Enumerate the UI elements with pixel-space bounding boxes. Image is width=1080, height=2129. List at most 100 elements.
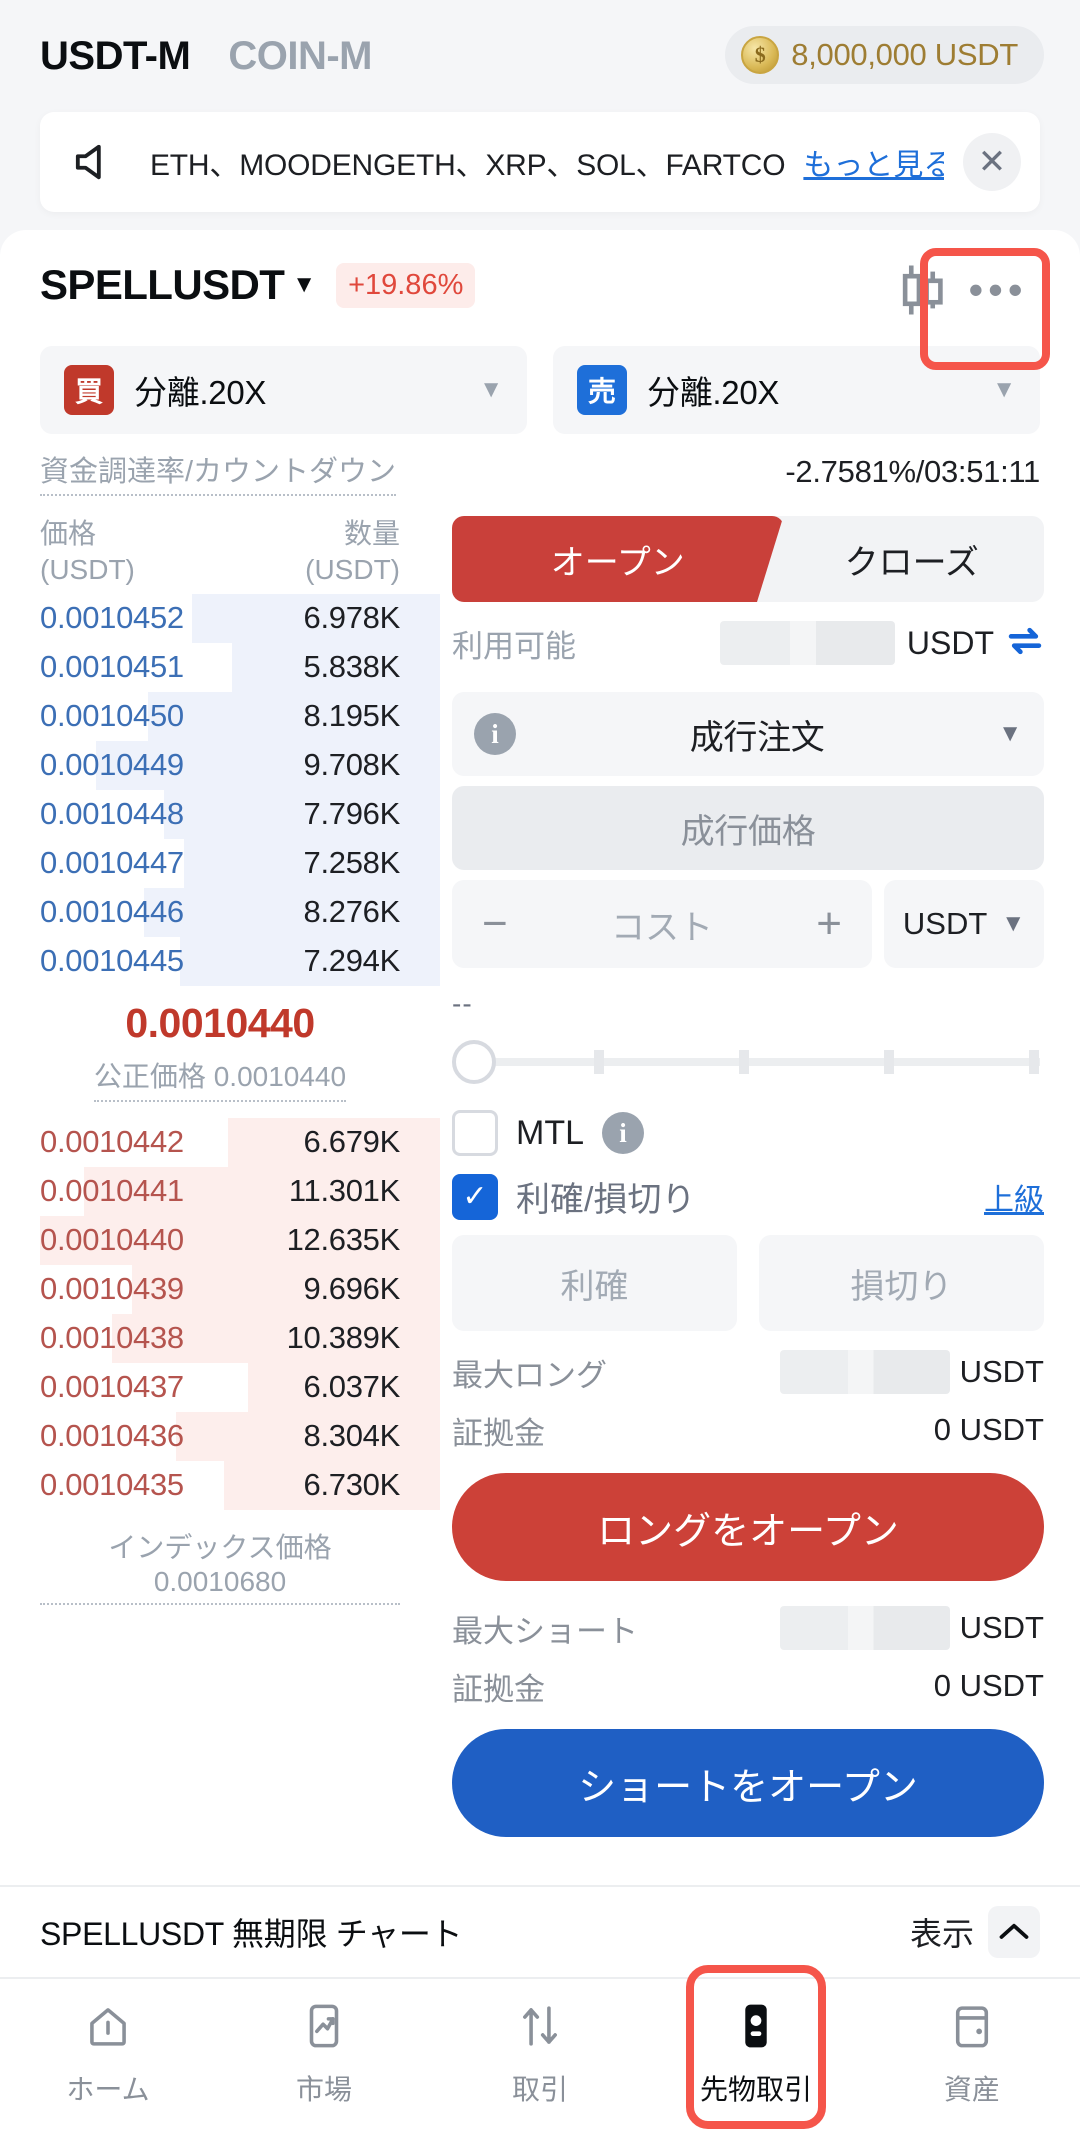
chart-strip[interactable]: SPELLUSDT 無期限 チャート 表示	[0, 1885, 1080, 1977]
nav-item-wallet[interactable]: 資産	[864, 1979, 1080, 2129]
slider-knob[interactable]	[452, 1040, 496, 1084]
close-icon: ✕	[963, 133, 1021, 191]
open-close-tabs: オープン クローズ	[452, 516, 1044, 602]
bid-row[interactable]: 0.0010438 10.389K	[40, 1313, 440, 1363]
order-type-value: 成行注文	[689, 718, 825, 757]
index-price: インデックス価格 0.0010680	[40, 1526, 400, 1605]
megaphone-icon	[40, 141, 150, 183]
chart-show-label: 表示	[909, 1916, 974, 1952]
mtl-row: MTL i	[452, 1110, 1044, 1156]
short-margin-value: 0 USDT	[933, 1668, 1044, 1703]
nav-item-label: 市場	[295, 2073, 352, 2105]
ask-row[interactable]: 0.0010446 8.276K	[40, 887, 440, 937]
top-bar: USDT-M COIN-M $ 8,000,000 USDT	[0, 0, 1080, 112]
ask-row[interactable]: 0.0010445 7.294K	[40, 936, 440, 986]
ask-row[interactable]: 0.0010449 9.708K	[40, 740, 440, 790]
ask-row[interactable]: 0.0010447 7.258K	[40, 838, 440, 888]
take-profit-input[interactable]: 利確	[452, 1235, 737, 1331]
chevron-down-icon: ▼	[992, 376, 1016, 403]
bid-row[interactable]: 0.0010437 6.037K	[40, 1362, 440, 1412]
available-row: 利用可能 USDT	[452, 602, 1044, 684]
order-qty: 6.037K	[303, 1369, 401, 1405]
depth-bar	[40, 1215, 440, 1265]
info-icon[interactable]: i	[602, 1112, 644, 1154]
chevron-down-icon: ▼	[479, 376, 503, 403]
depth-bar	[224, 1460, 440, 1510]
balance-pill[interactable]: $ 8,000,000 USDT	[725, 26, 1044, 84]
ask-row[interactable]: 0.0010450 8.195K	[40, 691, 440, 741]
nav-item-market[interactable]: 市場	[216, 1979, 432, 2129]
ask-row[interactable]: 0.0010451 5.838K	[40, 642, 440, 692]
leverage-sell-selector[interactable]: 売 分離.20X ▼	[553, 346, 1040, 434]
open-long-button[interactable]: ロングをオープン	[452, 1473, 1044, 1581]
leverage-buy-selector[interactable]: 買 分離.20X ▼	[40, 346, 527, 434]
nav-item-futures[interactable]: 先物取引	[648, 1965, 864, 2129]
advanced-link[interactable]: 上級	[984, 1183, 1044, 1217]
fair-price[interactable]: 公正価格 0.0010440	[93, 1055, 347, 1102]
main-card: SPELLUSDT ▼ +19.86% ••• 買 分離	[0, 230, 1080, 1885]
cost-row: − コスト + USDT ▼	[452, 880, 1044, 968]
chevron-up-icon[interactable]	[988, 1906, 1040, 1958]
nav-item-home[interactable]: ホーム	[0, 1979, 216, 2129]
ask-rows: 0.0010452 6.978K 0.0010451 5.838K 0.0010450 8…	[40, 593, 440, 986]
mtl-checkbox[interactable]	[452, 1110, 498, 1156]
order-qty: 8.304K	[303, 1418, 401, 1454]
order-price: 0.0010451	[40, 649, 184, 685]
bid-row[interactable]: 0.0010436 8.304K	[40, 1411, 440, 1461]
bid-row[interactable]: 0.0010441 11.301K	[40, 1166, 440, 1216]
symbol-name[interactable]: SPELLUSDT	[40, 261, 285, 308]
bid-row[interactable]: 0.0010439 9.696K	[40, 1264, 440, 1314]
slider-tick	[594, 1050, 605, 1074]
depth-bar	[164, 789, 440, 839]
info-icon[interactable]: i	[474, 713, 516, 755]
home-icon	[83, 2001, 133, 2056]
ask-row[interactable]: 0.0010452 6.978K	[40, 593, 440, 643]
price-input[interactable]: 成行価格	[452, 786, 1044, 870]
last-price: 0.0010440	[125, 999, 315, 1046]
cost-input[interactable]: コスト	[611, 908, 713, 947]
bid-row[interactable]: 0.0010440 12.635K	[40, 1215, 440, 1265]
tab-coin-m[interactable]: COIN-M	[228, 33, 372, 78]
swap-arrows-icon[interactable]	[1006, 624, 1044, 663]
market-icon	[299, 2001, 349, 2056]
nav-item-label: ホーム	[66, 2073, 150, 2105]
order-book-price-header: 価格	[40, 518, 97, 549]
tab-open[interactable]: オープン	[452, 516, 784, 602]
order-qty: 7.294K	[303, 943, 401, 979]
index-price-value: 0.0010680	[153, 1565, 287, 1597]
amount-slider[interactable]	[452, 1038, 1044, 1084]
tab-close[interactable]: クローズ	[739, 516, 1044, 602]
notice-close-button[interactable]: ✕	[944, 133, 1040, 191]
order-book-qty-header: 数量	[343, 518, 400, 549]
wallet-icon	[947, 2001, 997, 2056]
chart-toggle[interactable]: 表示	[910, 1906, 1040, 1958]
bid-row[interactable]: 0.0010442 6.679K	[40, 1117, 440, 1167]
cost-unit-select[interactable]: USDT ▼	[884, 880, 1044, 968]
chevron-down-icon: ▼	[1001, 910, 1026, 937]
chevron-down-icon[interactable]: ▼	[292, 271, 317, 298]
order-type-select[interactable]: i 成行注文 ▼	[452, 692, 1044, 776]
more-dots-icon[interactable]: •••	[968, 266, 1028, 313]
order-qty: 9.708K	[303, 747, 401, 783]
depth-bar	[232, 642, 440, 692]
tpsl-row: ✓ 利確/損切り 上級	[452, 1172, 1044, 1221]
symbol-change-badge: +19.86%	[336, 262, 476, 308]
tpsl-checkbox[interactable]: ✓	[452, 1173, 498, 1220]
index-price-row[interactable]: インデックス価格 0.0010680	[40, 1510, 440, 1605]
candlestick-icon[interactable]	[894, 259, 950, 321]
ask-row[interactable]: 0.0010448 7.796K	[40, 789, 440, 839]
price-placeholder: 成行価格	[680, 812, 816, 851]
nav-item-trade[interactable]: 取引	[432, 1979, 648, 2129]
tab-usdt-m[interactable]: USDT-M	[40, 33, 191, 78]
bid-row[interactable]: 0.0010435 6.730K	[40, 1460, 440, 1510]
long-margin-value: 0 USDT	[933, 1412, 1044, 1447]
cost-stepper[interactable]: − コスト +	[452, 880, 872, 968]
trade-body: 価格 (USDT) 数量 (USDT) 0.0010452 6.978K 0.001…	[0, 510, 1080, 1885]
order-qty: 5.838K	[303, 649, 401, 685]
open-short-button[interactable]: ショートをオープン	[452, 1729, 1044, 1837]
notice-more-link[interactable]: もっと見る	[803, 149, 944, 182]
funding-rate-row[interactable]: 資金調達率/カウントダウン -2.7581%/03:51:11	[0, 434, 1080, 510]
stop-loss-input[interactable]: 損切り	[759, 1235, 1044, 1331]
notice-banner[interactable]: ETH、MOODENGETH、XRP、SOL、FARTCO もっと見る ✕	[40, 112, 1040, 212]
depth-bar	[248, 1362, 440, 1412]
